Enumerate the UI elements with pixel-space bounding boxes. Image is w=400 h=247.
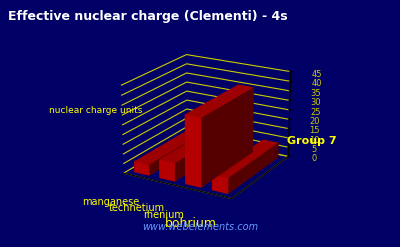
Text: Effective nuclear charge (Clementi) - 4s: Effective nuclear charge (Clementi) - 4s xyxy=(8,10,288,23)
Text: www.webelements.com: www.webelements.com xyxy=(142,222,258,232)
